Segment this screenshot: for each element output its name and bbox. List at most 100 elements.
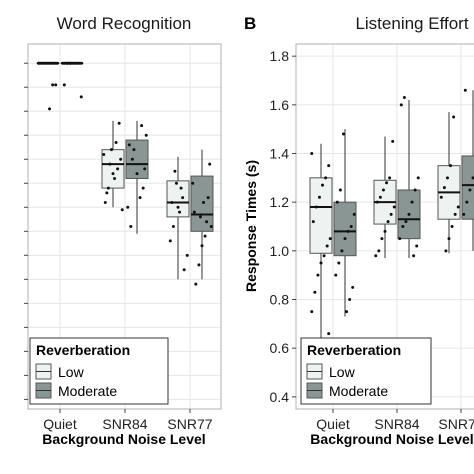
data-point xyxy=(52,61,56,65)
data-point xyxy=(325,244,329,248)
box-snr77-low xyxy=(166,156,190,280)
data-point xyxy=(311,220,315,224)
data-point xyxy=(65,61,69,65)
data-point xyxy=(462,212,466,216)
y-tick-label: 0.6 xyxy=(270,340,290,356)
data-point xyxy=(319,261,323,265)
box-snr84-low xyxy=(373,136,397,259)
data-point xyxy=(208,162,212,166)
data-point xyxy=(453,212,457,216)
data-point xyxy=(103,200,107,204)
data-point xyxy=(327,332,331,336)
data-point xyxy=(314,205,318,209)
data-point xyxy=(173,169,177,173)
box-body xyxy=(166,180,190,218)
data-point xyxy=(413,188,417,192)
x-tick-label: SNR84 xyxy=(102,416,147,432)
data-point xyxy=(174,181,178,185)
data-point xyxy=(352,212,356,216)
box-snr77-low xyxy=(437,112,461,254)
data-point xyxy=(109,148,113,152)
data-point xyxy=(471,176,474,180)
legend-frame xyxy=(300,337,432,405)
data-point xyxy=(377,249,381,253)
data-point xyxy=(381,188,385,192)
y-tick-label: 1.0 xyxy=(270,243,290,259)
data-point xyxy=(205,220,209,224)
data-point xyxy=(179,186,183,190)
data-point xyxy=(313,290,317,294)
y-tick-label: 0.8 xyxy=(270,292,290,308)
data-point xyxy=(449,164,453,168)
data-point xyxy=(143,167,147,171)
x-tick-label: Quiet xyxy=(316,416,350,432)
data-point xyxy=(43,61,47,65)
box-quiet-moderate xyxy=(333,129,357,317)
data-point xyxy=(197,263,201,267)
data-point xyxy=(389,212,393,216)
data-point xyxy=(388,176,392,180)
data-point xyxy=(55,61,59,65)
data-point xyxy=(140,124,144,128)
data-point xyxy=(391,139,395,143)
data-point xyxy=(410,200,414,204)
data-point xyxy=(439,195,443,199)
data-point xyxy=(106,186,110,190)
data-point xyxy=(450,225,454,228)
data-point xyxy=(171,225,175,228)
data-point xyxy=(401,225,405,228)
data-point xyxy=(185,253,189,257)
box-snr77-moderate xyxy=(461,88,474,251)
data-point xyxy=(341,132,345,136)
data-point xyxy=(465,200,469,204)
data-point xyxy=(445,176,449,180)
data-point xyxy=(334,273,338,277)
x-tick-label: SNR77 xyxy=(438,416,474,432)
data-point xyxy=(141,186,145,190)
data-point xyxy=(392,205,396,209)
data-point xyxy=(129,225,133,228)
x-ticks: Quiet SNR84 SNR77 xyxy=(43,409,213,432)
data-point xyxy=(200,244,204,248)
data-point xyxy=(378,195,382,199)
data-point xyxy=(310,310,314,314)
data-point xyxy=(416,176,420,180)
data-point xyxy=(113,176,117,180)
data-point xyxy=(168,239,172,243)
x-tick-label: Quiet xyxy=(43,416,77,432)
box-body xyxy=(461,155,474,220)
data-point xyxy=(310,152,314,155)
box-quiet-low xyxy=(309,143,333,339)
data-point xyxy=(463,88,467,92)
y-ticks xyxy=(24,62,28,400)
data-point xyxy=(327,164,331,168)
plot-frame xyxy=(295,43,474,410)
data-point xyxy=(321,183,325,187)
data-point xyxy=(340,249,344,253)
box-snr84-moderate xyxy=(397,96,421,259)
data-point xyxy=(407,212,411,216)
legend-frame xyxy=(29,337,169,405)
x-tick-label: SNR77 xyxy=(167,416,212,432)
data-point xyxy=(209,225,213,228)
box-snr84-moderate xyxy=(125,120,149,234)
data-point xyxy=(117,121,121,125)
box-body xyxy=(125,139,149,179)
data-point xyxy=(386,220,390,224)
panel-title: Word Recognition xyxy=(57,14,192,33)
data-point xyxy=(108,162,112,166)
data-point xyxy=(75,61,79,65)
box-body xyxy=(190,175,214,232)
data-point xyxy=(40,61,44,65)
data-point xyxy=(375,200,379,204)
y-tick-label: 1.6 xyxy=(270,97,290,113)
data-point xyxy=(322,254,326,258)
data-point xyxy=(78,61,82,65)
data-point xyxy=(105,191,109,195)
data-point xyxy=(79,95,83,99)
grid xyxy=(28,44,221,409)
data-point xyxy=(181,196,185,200)
data-point xyxy=(116,167,120,171)
data-point xyxy=(194,282,198,286)
data-point xyxy=(328,237,332,241)
